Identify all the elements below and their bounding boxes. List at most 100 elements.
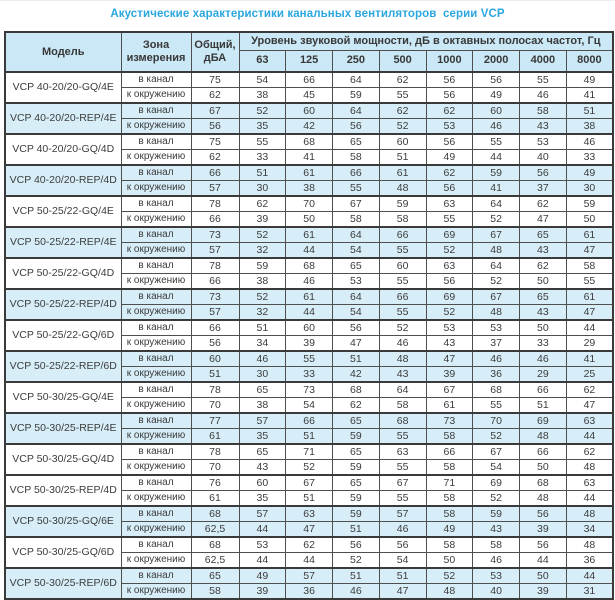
level-cell-1000hz: 56 bbox=[425, 86, 474, 103]
model-cell: VCP 50-30/25-REP/4E bbox=[4, 411, 122, 444]
total-dba-cell: 62 bbox=[190, 86, 240, 103]
level-cell-2000hz: 55 bbox=[472, 132, 520, 150]
level-cell-250hz: 65 bbox=[332, 473, 380, 491]
total-dba-cell: 68 bbox=[190, 535, 240, 553]
table-row: к окружению 70 38 54 62 58 61 55 51 47 bbox=[5, 396, 614, 413]
table-row: VCP 50-25/22-GQ/4D в канал 78 59 68 65 60 63 64 6… bbox=[4, 256, 614, 289]
level-cell-1000hz: 62 bbox=[425, 101, 474, 119]
level-cell-63hz: 52 bbox=[238, 225, 287, 243]
level-cell-4000hz: 56 bbox=[519, 535, 567, 553]
level-cell-63hz: 62 bbox=[238, 194, 287, 212]
level-cell-8000hz: 61 bbox=[565, 287, 614, 305]
level-cell-500hz: 60 bbox=[378, 256, 427, 274]
level-cell-125hz: 70 bbox=[285, 194, 333, 212]
header-row-top: Модель Зона измерения Общий, дБА Уровень… bbox=[4, 31, 614, 72]
total-dba-cell: 73 bbox=[190, 225, 240, 243]
level-cell-1000hz: 62 bbox=[425, 163, 474, 181]
total-dba-cell: 78 bbox=[190, 194, 240, 212]
table-row: к окружению 70 43 52 59 55 58 54 50 48 bbox=[5, 458, 614, 475]
level-cell-250hz: 59 bbox=[332, 86, 380, 103]
level-cell-63hz: 32 bbox=[238, 241, 287, 258]
level-cell-125hz: 68 bbox=[285, 132, 333, 150]
total-dba-cell: 68 bbox=[190, 504, 240, 522]
level-cell-63hz: 30 bbox=[238, 179, 287, 196]
level-cell-63hz: 44 bbox=[238, 520, 287, 537]
level-cell-500hz: 54 bbox=[378, 551, 427, 568]
level-cell-4000hz: 29 bbox=[519, 365, 567, 382]
level-cell-250hz: 42 bbox=[332, 365, 380, 382]
level-cell-4000hz: 46 bbox=[519, 86, 567, 103]
level-cell-125hz: 45 bbox=[285, 86, 333, 103]
table-row: VCP 50-30/25-GQ/6E в канал 68 57 63 59 57 58 59 5… bbox=[4, 504, 614, 537]
level-cell-125hz: 61 bbox=[285, 287, 333, 305]
level-cell-2000hz: 52 bbox=[472, 489, 520, 506]
total-dba-cell: 76 bbox=[190, 473, 240, 491]
level-cell-125hz: 50 bbox=[285, 210, 333, 227]
total-dba-cell: 78 bbox=[190, 256, 240, 274]
header-freq-8000: 8000 bbox=[565, 49, 614, 73]
zone-cell: к окружению bbox=[120, 303, 192, 320]
total-dba-cell: 62,5 bbox=[190, 520, 240, 537]
header-total: Общий, дБА bbox=[190, 31, 240, 72]
total-dba-cell: 78 bbox=[190, 380, 240, 398]
level-cell-4000hz: 53 bbox=[519, 132, 567, 150]
level-cell-4000hz: 39 bbox=[519, 520, 567, 537]
zone-cell: в канал bbox=[120, 101, 192, 119]
total-dba-cell: 70 bbox=[190, 396, 240, 413]
level-cell-2000hz: 46 bbox=[472, 117, 520, 134]
level-cell-125hz: 60 bbox=[285, 318, 333, 336]
level-cell-2000hz: 53 bbox=[472, 318, 520, 336]
level-cell-4000hz: 65 bbox=[519, 287, 567, 305]
zone-cell: в канал bbox=[120, 349, 192, 367]
level-cell-4000hz: 68 bbox=[519, 473, 567, 491]
level-cell-8000hz: 62 bbox=[565, 380, 614, 398]
level-cell-500hz: 55 bbox=[378, 272, 427, 289]
level-cell-500hz: 56 bbox=[378, 535, 427, 553]
total-dba-cell: 61 bbox=[190, 489, 240, 506]
level-cell-63hz: 35 bbox=[238, 117, 287, 134]
level-cell-250hz: 67 bbox=[332, 194, 380, 212]
level-cell-1000hz: 63 bbox=[425, 194, 474, 212]
total-dba-cell: 57 bbox=[190, 179, 240, 196]
level-cell-63hz: 39 bbox=[238, 582, 287, 599]
zone-cell: к окружению bbox=[120, 582, 192, 599]
table-body: VCP 40-20/20-GQ/4E в канал 75 54 66 64 62 56 56 5… bbox=[4, 70, 614, 599]
level-cell-8000hz: 25 bbox=[565, 365, 614, 382]
model-cell: VCP 50-30/25-GQ/6E bbox=[4, 504, 122, 537]
level-cell-2000hz: 49 bbox=[472, 86, 520, 103]
level-cell-8000hz: 47 bbox=[565, 396, 614, 413]
total-dba-cell: 70 bbox=[190, 458, 240, 475]
level-cell-250hz: 64 bbox=[332, 101, 380, 119]
level-cell-63hz: 57 bbox=[238, 411, 287, 429]
table-row: к окружению 51 30 33 42 43 39 36 29 25 bbox=[5, 365, 614, 382]
level-cell-500hz: 55 bbox=[378, 241, 427, 258]
level-cell-4000hz: 66 bbox=[519, 442, 567, 460]
level-cell-2000hz: 54 bbox=[472, 458, 520, 475]
level-cell-8000hz: 38 bbox=[565, 117, 614, 134]
total-dba-cell: 66 bbox=[190, 272, 240, 289]
table-row: VCP 40-20/20-REP/4E в канал 67 52 60 64 62 62 60… bbox=[4, 101, 614, 134]
level-cell-63hz: 54 bbox=[238, 70, 287, 88]
model-cell: VCP 50-25/22-GQ/4E bbox=[4, 194, 122, 227]
level-cell-125hz: 52 bbox=[285, 458, 333, 475]
level-cell-63hz: 57 bbox=[238, 504, 287, 522]
level-cell-4000hz: 62 bbox=[519, 194, 567, 212]
level-cell-500hz: 60 bbox=[378, 132, 427, 150]
total-dba-cell: 73 bbox=[190, 287, 240, 305]
level-cell-125hz: 42 bbox=[285, 117, 333, 134]
header-freq-2000: 2000 bbox=[472, 49, 520, 73]
zone-cell: к окружению bbox=[120, 520, 192, 537]
level-cell-63hz: 55 bbox=[238, 132, 287, 150]
level-cell-125hz: 66 bbox=[285, 70, 333, 88]
total-dba-cell: 67 bbox=[190, 101, 240, 119]
level-cell-125hz: 61 bbox=[285, 163, 333, 181]
level-cell-2000hz: 55 bbox=[472, 396, 520, 413]
level-cell-8000hz: 34 bbox=[565, 520, 614, 537]
level-cell-1000hz: 58 bbox=[425, 504, 474, 522]
level-cell-2000hz: 60 bbox=[472, 101, 520, 119]
header-sound-power-level: Уровень звуковой мощности, дБ в октавных… bbox=[238, 31, 614, 51]
level-cell-500hz: 57 bbox=[378, 504, 427, 522]
level-cell-1000hz: 49 bbox=[425, 520, 474, 537]
level-cell-500hz: 63 bbox=[378, 442, 427, 460]
level-cell-250hz: 56 bbox=[332, 318, 380, 336]
